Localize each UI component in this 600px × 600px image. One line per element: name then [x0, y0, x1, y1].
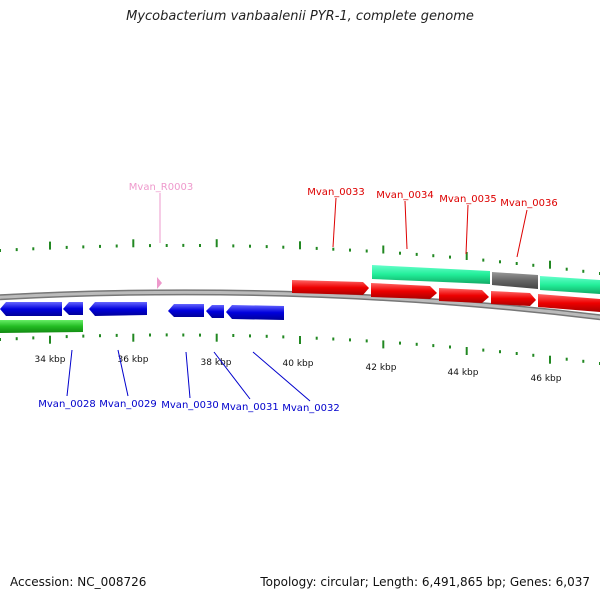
- gene-label-mvan-0033: Mvan_0033: [307, 187, 364, 198]
- gene-label-mvan-0031: Mvan_0031: [221, 402, 278, 413]
- gene-mvan-0028b: [63, 302, 83, 315]
- leader-line-mvan-0035: [465, 204, 469, 255]
- accession-label: Accession: NC_008726: [10, 575, 147, 589]
- tick-row-top: [0, 239, 600, 275]
- gene-mvan-0032: [226, 305, 284, 320]
- leader-line-mvan-0029: [117, 349, 129, 397]
- genome-backbone: [0, 289, 600, 320]
- scale-label: 46 kbp: [531, 374, 562, 384]
- rna-gene-marker: [157, 277, 162, 289]
- scale-label: 34 kbp: [35, 355, 66, 365]
- genome-stats-label: Topology: circular; Length: 6,491,865 bp…: [260, 575, 590, 589]
- gene-mvan-0030: [168, 304, 204, 317]
- leader-line-mvan-0033: [332, 197, 337, 248]
- gene-mvan-0036b: [538, 294, 600, 312]
- gene-label-mvan-0036: Mvan_0036: [500, 198, 557, 209]
- gene-mvan-0029: [89, 302, 147, 316]
- scale-label: 42 kbp: [366, 363, 397, 373]
- leader-line-mvan-0034: [404, 200, 408, 250]
- gene-mvan-0034: [371, 283, 437, 299]
- gene-label-mvan-0028: Mvan_0028: [38, 399, 95, 410]
- tick-row-bottom: [0, 333, 600, 365]
- leader-line-mvan-0032: [252, 351, 311, 402]
- gene-mvan-0036a: [491, 291, 536, 306]
- gene-mvan-0031: [206, 305, 224, 318]
- gene-label-mvan-0032: Mvan_0032: [282, 403, 339, 414]
- scale-label: 38 kbp: [201, 358, 232, 368]
- leader-line-mvan-0031: [213, 351, 251, 400]
- leader-line-mvan-0028: [66, 349, 73, 397]
- leader-line-mvan-0036: [516, 209, 528, 258]
- gene-mvan-0033: [292, 280, 369, 295]
- scale-label: 36 kbp: [118, 355, 149, 365]
- genome-backbone-edge: [0, 293, 600, 321]
- gene-label-mvan-0035: Mvan_0035: [439, 194, 496, 205]
- gene-mvan-0035: [439, 288, 489, 303]
- gene-label-mvan-0029: Mvan_0029: [99, 399, 156, 410]
- gene-label-mvan-0030: Mvan_0030: [161, 400, 218, 411]
- genome-title: Mycobacterium vanbaalenii PYR-1, complet…: [126, 9, 474, 24]
- gene-label-mvan-r0003: Mvan_R0003: [129, 182, 193, 193]
- feature-teal-2: [540, 276, 600, 294]
- feature-teal-1: [372, 265, 490, 284]
- gene-mvan-0028a: [0, 302, 62, 316]
- scale-label: 44 kbp: [448, 368, 479, 378]
- gene-label-mvan-0034: Mvan_0034: [376, 190, 433, 201]
- scale-label: 40 kbp: [283, 359, 314, 369]
- leader-line-mvan-0030: [185, 351, 191, 399]
- feature-gray: [492, 272, 538, 289]
- feature-green: [0, 320, 83, 333]
